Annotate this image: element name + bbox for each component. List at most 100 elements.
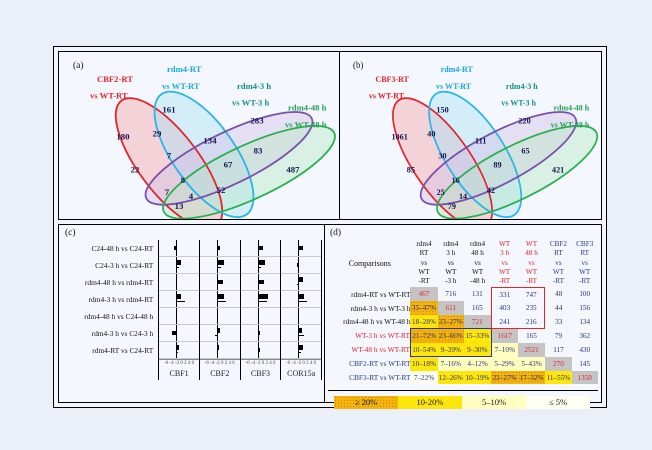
gene-name-label: CBF3 xyxy=(250,369,271,378)
expression-bar xyxy=(257,347,260,352)
bar-cell xyxy=(199,257,240,274)
expression-bar xyxy=(176,294,182,299)
table-row: WT-3 h vs WT-RT 21–72% 23–66% 15–33% 1617 165… xyxy=(329,328,598,343)
table-cell: 5–43% xyxy=(518,356,545,371)
table-cell: 17–32% xyxy=(518,370,545,385)
row-header: rdm4-48 h vs WT-48 h xyxy=(343,317,411,327)
row-header: WT-3 h vs WT-RT xyxy=(355,331,410,341)
table-cell: 44 xyxy=(555,304,563,313)
table-cell: 12–26% xyxy=(437,370,465,385)
set-label: vs WT-RT xyxy=(90,91,128,101)
expression-bar xyxy=(257,266,262,269)
expression-bar xyxy=(257,294,268,299)
table-cell: 467 xyxy=(410,287,438,302)
set-label: CBF2-RT xyxy=(97,74,133,84)
table-cell: 9–30% xyxy=(464,342,492,358)
table-cell: 7–10% xyxy=(491,342,519,357)
region-count-AD: 13 xyxy=(175,201,184,211)
set-label: vs WT-48 h xyxy=(551,120,590,129)
table-cell: 165 xyxy=(526,332,537,341)
panel-a: (a) CBF2-RT vs WT-RT rdm4-RT vs WT-RT rdm4-3 … xyxy=(59,52,340,219)
bar-cell xyxy=(159,240,199,257)
table-cell: 403 xyxy=(490,301,519,315)
column-header: rdm4 RT vs WT -RT xyxy=(416,240,432,286)
row-label: rdm4-3 h vs C24-3 h xyxy=(91,329,154,338)
expression-bar xyxy=(298,328,303,333)
gene-name-label: COR15a xyxy=(287,369,316,378)
expression-bar xyxy=(216,279,223,284)
table-cell: 235 xyxy=(518,301,546,315)
row-header: CBF3-RT vs WT-RT xyxy=(349,373,411,383)
bar-cell xyxy=(199,325,240,342)
region-count-ABC: 30 xyxy=(438,150,446,160)
legend-item: ≤ 5% xyxy=(526,396,590,410)
region-count-AB: 40 xyxy=(427,128,435,138)
bar-cell xyxy=(281,240,321,257)
set-label: rdm4-RT xyxy=(441,65,474,74)
legend-item: ≥ 20% xyxy=(334,396,398,410)
region-count-AC: 85 xyxy=(407,164,415,174)
expression-bar xyxy=(215,334,217,337)
expression-bar xyxy=(216,294,225,299)
expression-bar xyxy=(216,313,218,318)
set-label: rdm4-RT xyxy=(167,64,202,74)
gene-plot xyxy=(199,240,240,359)
expression-bar xyxy=(257,313,259,318)
table-cell: 10–19% xyxy=(464,370,492,385)
table-cell: 716 xyxy=(445,290,457,299)
table-cell: 134 xyxy=(579,317,591,326)
table-cell: 4–12% xyxy=(464,356,492,371)
row-header: WT-48 h vs WT-RT xyxy=(351,345,410,355)
table-cell: 2521 xyxy=(518,342,545,357)
expression-bar xyxy=(176,351,178,354)
expression-grid: C24-48 h vs C24-RT C24-3 h vs C24-RT rdm4-… xyxy=(59,225,324,380)
table-cell: 5–29% xyxy=(491,356,519,371)
venn-panels-row: (a) CBF2-RT vs WT-RT rdm4-RT vs WT-RT rdm4-3 … xyxy=(58,51,602,220)
bar-cell xyxy=(199,240,240,257)
table-cell: 79 xyxy=(554,331,563,340)
table-cell: 15–33% xyxy=(464,328,492,343)
expression-bar xyxy=(176,260,182,265)
bar-cell xyxy=(159,274,199,291)
table-cell: 23–27% xyxy=(437,314,465,329)
row-label: rdm4-3 h vs rdm4-RT xyxy=(88,295,154,304)
table-cell: 131 xyxy=(471,290,483,299)
column-header: WT 48 h vs WT -RT xyxy=(525,240,538,286)
region-count-ABD: 4 xyxy=(189,191,194,201)
venn-diagram-cbf2: (a) CBF2-RT vs WT-RT rdm4-RT vs WT-RT rdm4-3 … xyxy=(73,60,336,219)
expression-bar xyxy=(176,313,178,318)
row-label: rdm4-48 h vs rdm4-RT xyxy=(84,278,154,287)
bar-cell xyxy=(240,308,281,325)
panel-c-expression-charts: (c) C24-48 h vs C24-RT C24-3 h vs C24-RT rd… xyxy=(59,225,325,402)
set-label: rdm4-48 h xyxy=(288,103,327,113)
column-header: rdm4 48 h vs WT -48 h xyxy=(469,240,486,286)
table-cell: 33 xyxy=(555,317,563,326)
table-row: CBF3-RT vs WT-RT 7–22% 12–26% 10–19% 22–27% 1… xyxy=(329,370,598,385)
bar-cell xyxy=(240,291,281,308)
region-count-BC: 111 xyxy=(475,135,486,145)
table-cell: 10–18% xyxy=(410,356,438,371)
set-label: vs WT-RT xyxy=(162,81,200,91)
zero-axis-line xyxy=(257,240,259,359)
expression-bar xyxy=(216,245,221,250)
table-cell: 747 xyxy=(518,286,546,302)
region-count-BD: 52 xyxy=(217,185,226,195)
venn-ellipse-outline-2 xyxy=(153,90,255,219)
lower-panels-row: (c) C24-48 h vs C24-RT C24-3 h vs C24-RT rd… xyxy=(58,224,602,410)
table-cell: 331 xyxy=(490,286,519,302)
table-row: WT-48 h vs WT-RT 10–54% 9–39% 9–30% 7–10% 252… xyxy=(329,342,598,358)
color-scale-legend: ≥ 20% 10-20% 5–10% ≤ 5% xyxy=(334,396,598,410)
panel-b: (b) CBF3-RT vs WT-RT rdm4-RT vs WT-RT rdm4-3 … xyxy=(340,52,601,219)
bar-cell xyxy=(281,257,321,274)
region-count-AC: 22 xyxy=(131,164,140,174)
venn-ellipse-outline-4 xyxy=(162,125,336,219)
expression-bar xyxy=(216,345,220,350)
expression-bar xyxy=(176,345,180,350)
gene-column: -6 -4 -2 0 2 4 6 COR15a xyxy=(280,240,322,380)
set-label: vs WT-RT xyxy=(436,82,472,91)
zero-axis-line xyxy=(176,240,178,359)
row-label: C24-3 h vs C24-RT xyxy=(95,261,154,270)
expression-bar xyxy=(257,300,267,303)
x-axis-tick-labels: -6 -4 -2 0 2 4 6 xyxy=(159,359,199,368)
venn-ellipse-outline-1 xyxy=(392,97,494,219)
